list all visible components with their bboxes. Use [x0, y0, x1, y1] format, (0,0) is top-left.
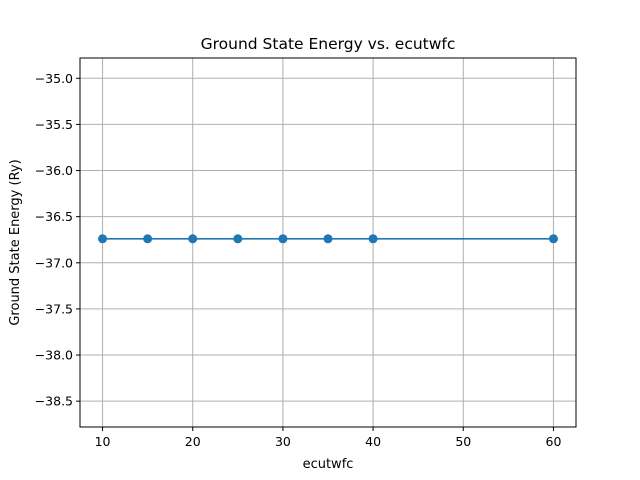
x-axis-ticks: 10 20 30 40 50 60 [95, 427, 562, 449]
data-point [233, 234, 243, 244]
x-axis-label: ecutwfc [303, 457, 354, 472]
data-point [188, 234, 198, 244]
y-axis-ticks: −35.0 −35.5 −36.0 −36.5 −37.0 −37.5 −38.0 −38.5 [35, 71, 80, 409]
y-tick-label: −37.0 [35, 255, 73, 270]
x-tick-label: 40 [365, 434, 381, 449]
y-tick-label: −35.5 [35, 117, 73, 132]
y-tick-label: −36.0 [35, 163, 73, 178]
x-tick-label: 50 [455, 434, 471, 449]
data-series [98, 234, 558, 244]
y-tick-label: −38.5 [35, 394, 73, 409]
x-tick-label: 10 [95, 434, 111, 449]
data-point [278, 234, 288, 244]
data-point [368, 234, 378, 244]
x-tick-label: 30 [275, 434, 291, 449]
x-tick-label: 20 [185, 434, 201, 449]
y-tick-label: −35.0 [35, 71, 73, 86]
y-tick-label: −36.5 [35, 209, 73, 224]
data-point [98, 234, 108, 244]
axes-frame [79, 57, 577, 428]
x-tick-label: 60 [546, 434, 562, 449]
data-point [143, 234, 153, 244]
data-point [548, 234, 558, 244]
data-point [323, 234, 333, 244]
y-tick-label: −38.0 [35, 348, 73, 363]
chart-title: Ground State Energy vs. ecutwfc [201, 35, 456, 53]
y-axis-label: Ground State Energy (Ry) [8, 159, 23, 325]
y-tick-label: −37.5 [35, 301, 73, 316]
